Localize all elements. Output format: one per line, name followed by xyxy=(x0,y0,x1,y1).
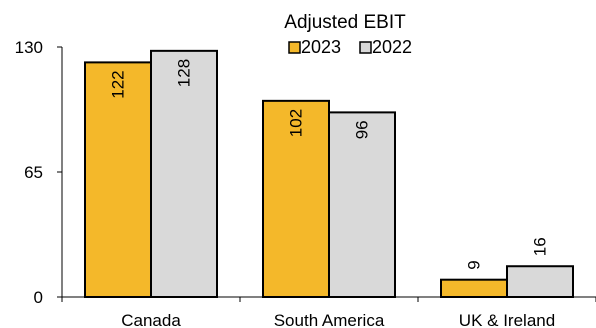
bar xyxy=(84,61,152,299)
legend: 2023 2022 xyxy=(288,37,412,57)
bar xyxy=(150,49,218,298)
y-tick-label: 130 xyxy=(15,38,43,57)
legend-swatch xyxy=(359,41,372,54)
data-label: 122 xyxy=(109,70,128,98)
bar xyxy=(506,265,574,299)
data-label: 9 xyxy=(465,260,484,269)
y-tick-label: 0 xyxy=(34,288,43,307)
legend-label: 2022 xyxy=(372,37,412,57)
x-axis: Canada South America UK & Ireland xyxy=(61,296,596,328)
x-category-label: South America xyxy=(274,311,385,328)
bars: 122 128 102 96 9 16 xyxy=(84,49,574,299)
y-tick-label: 65 xyxy=(24,163,43,182)
data-label: 96 xyxy=(353,120,372,139)
data-label: 128 xyxy=(175,59,194,87)
data-label: 16 xyxy=(531,237,550,256)
legend-swatch xyxy=(288,41,301,54)
bar xyxy=(328,111,396,298)
legend-label: 2023 xyxy=(301,37,341,57)
x-category-label: UK & Ireland xyxy=(459,311,555,328)
chart-title: Adjusted EBIT xyxy=(284,12,406,33)
data-label: 102 xyxy=(287,109,306,137)
bar xyxy=(440,278,508,299)
y-axis: 0 65 130 xyxy=(15,38,63,307)
x-category-label: Canada xyxy=(121,311,181,328)
